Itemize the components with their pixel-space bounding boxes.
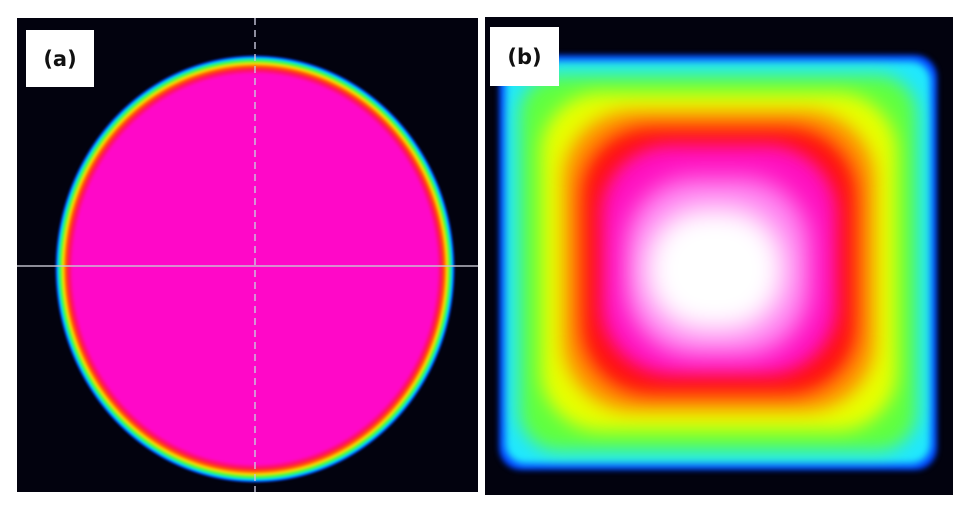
horizontal-crosshair — [17, 265, 478, 267]
vertical-crosshair — [254, 18, 256, 492]
panel-b-label: (b) — [490, 27, 559, 86]
panel-b-beam-profile: (b) — [485, 17, 953, 495]
beam-core-white — [645, 207, 785, 332]
panel-a-label: (a) — [26, 30, 94, 87]
panel-a-beam-profile: (a) — [17, 18, 478, 492]
